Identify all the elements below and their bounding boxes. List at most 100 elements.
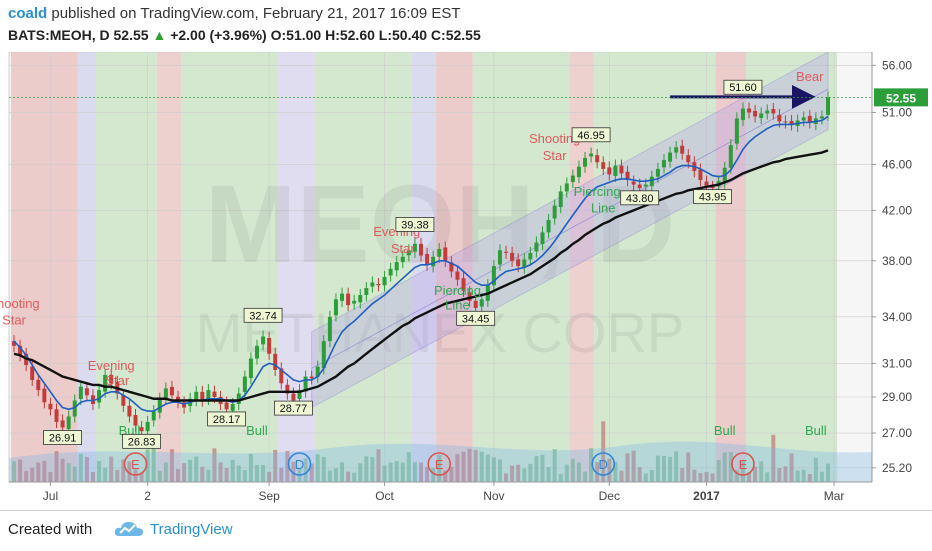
candle-body — [412, 243, 417, 252]
volume-bar — [686, 452, 691, 482]
volume-bar — [151, 448, 156, 482]
volume-bar — [528, 463, 533, 482]
volume-bar — [759, 461, 764, 482]
candle-body — [698, 169, 703, 181]
volume-bar — [710, 473, 715, 482]
publish-line: coald published on TradingView.com, Febr… — [8, 5, 461, 22]
volume-bar — [176, 469, 181, 482]
volume-bar — [570, 458, 575, 482]
volume-bar — [340, 462, 345, 482]
last-price-tag-label: 52.55 — [886, 91, 916, 105]
candle-body — [279, 368, 284, 384]
price-label-box — [693, 189, 732, 205]
volume-bar — [674, 451, 679, 482]
volume-bar — [84, 456, 89, 482]
volume-bar — [655, 455, 660, 482]
candle-body — [321, 341, 326, 369]
volume-bar — [358, 463, 363, 482]
candle-body — [200, 391, 205, 401]
volume-bar — [352, 472, 357, 482]
candle-body — [668, 152, 673, 162]
candle-body — [771, 108, 776, 114]
volume-bar — [78, 453, 83, 482]
candle-body — [655, 168, 660, 177]
volume-bar — [48, 471, 53, 482]
x-tick-label: Dec — [599, 489, 620, 503]
candle-body — [145, 421, 150, 432]
volume-bar — [619, 470, 624, 482]
pattern-label: Line — [591, 201, 616, 216]
tradingview-brand[interactable]: TradingView — [150, 521, 233, 538]
candle-body — [601, 162, 606, 169]
volume-bar — [66, 463, 71, 482]
volume-bar — [801, 469, 806, 482]
candle-body — [455, 271, 460, 280]
volume-bar — [595, 462, 600, 482]
x-tick-label: Nov — [483, 489, 504, 503]
candle-body — [497, 250, 502, 265]
volume-bar — [704, 471, 709, 482]
volume-bar — [315, 454, 320, 482]
volume-bar — [370, 457, 375, 482]
candle-body — [327, 316, 332, 342]
volume-bar — [182, 463, 187, 482]
candle-body — [12, 341, 16, 346]
candle-body — [649, 176, 654, 187]
y-tick-label: 29.00 — [882, 390, 912, 404]
candle-body — [473, 300, 478, 309]
candle-body — [583, 157, 588, 167]
volume-bar — [777, 468, 782, 482]
volume-bar — [510, 465, 515, 482]
candle-body — [127, 405, 132, 417]
volume-bar — [291, 461, 296, 482]
event-marker-letter: D — [599, 457, 608, 472]
volume-bar — [661, 455, 666, 482]
candle-body — [443, 247, 448, 261]
volume-bar — [188, 459, 193, 482]
pattern-label: Bull — [714, 423, 736, 438]
candle-body — [103, 374, 108, 392]
candle-body — [121, 395, 126, 406]
volume-bar — [479, 451, 484, 482]
candle-body — [546, 220, 551, 233]
candle-body — [759, 113, 764, 118]
candle-body — [807, 115, 812, 123]
event-marker-letter: E — [131, 457, 140, 472]
volume-bar — [400, 462, 405, 482]
volume-bar — [97, 461, 102, 482]
y-tick-label: 27.00 — [882, 426, 912, 440]
candle-body — [90, 395, 95, 405]
candle-body — [686, 155, 691, 163]
volume-bar — [546, 467, 551, 482]
volume-bar — [224, 467, 229, 482]
volume-bar — [212, 448, 217, 482]
volume-bar — [807, 473, 812, 482]
candle-body — [753, 110, 758, 117]
pattern-label: Star — [543, 148, 568, 163]
volume-bar — [740, 461, 745, 482]
y-axis-area — [872, 52, 932, 482]
author-name[interactable]: coald — [8, 5, 48, 22]
candle-body — [734, 118, 739, 144]
volume-bar — [734, 470, 739, 482]
volume-bar — [412, 462, 417, 482]
pattern-label: Shooting — [529, 131, 580, 146]
volume-bar — [194, 456, 199, 482]
volume-bar — [558, 473, 563, 482]
price-label: 51.60 — [729, 82, 757, 94]
event-marker-letter: E — [739, 457, 748, 472]
volume-bar — [716, 460, 721, 482]
volume-bar — [437, 454, 442, 482]
pattern-label: Bull — [246, 423, 268, 438]
candle-body — [747, 108, 752, 113]
candle-body — [54, 409, 59, 422]
candle-body — [352, 300, 357, 304]
volume-bar — [753, 466, 758, 482]
event-marker-letter: E — [435, 457, 444, 472]
background-band-12 — [715, 52, 746, 482]
candle-body — [394, 262, 399, 271]
volume-bar — [795, 470, 800, 482]
price-label: 26.83 — [128, 436, 156, 448]
volume-bar — [819, 471, 824, 482]
